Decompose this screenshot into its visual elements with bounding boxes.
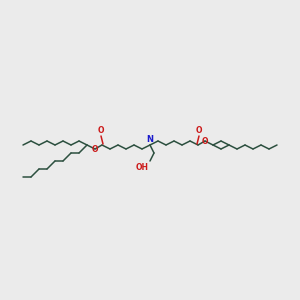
Text: O: O [196, 126, 202, 135]
Text: N: N [146, 135, 154, 144]
Text: O: O [98, 126, 104, 135]
Text: O: O [202, 136, 208, 146]
Text: O: O [92, 145, 98, 154]
Text: OH: OH [136, 163, 149, 172]
